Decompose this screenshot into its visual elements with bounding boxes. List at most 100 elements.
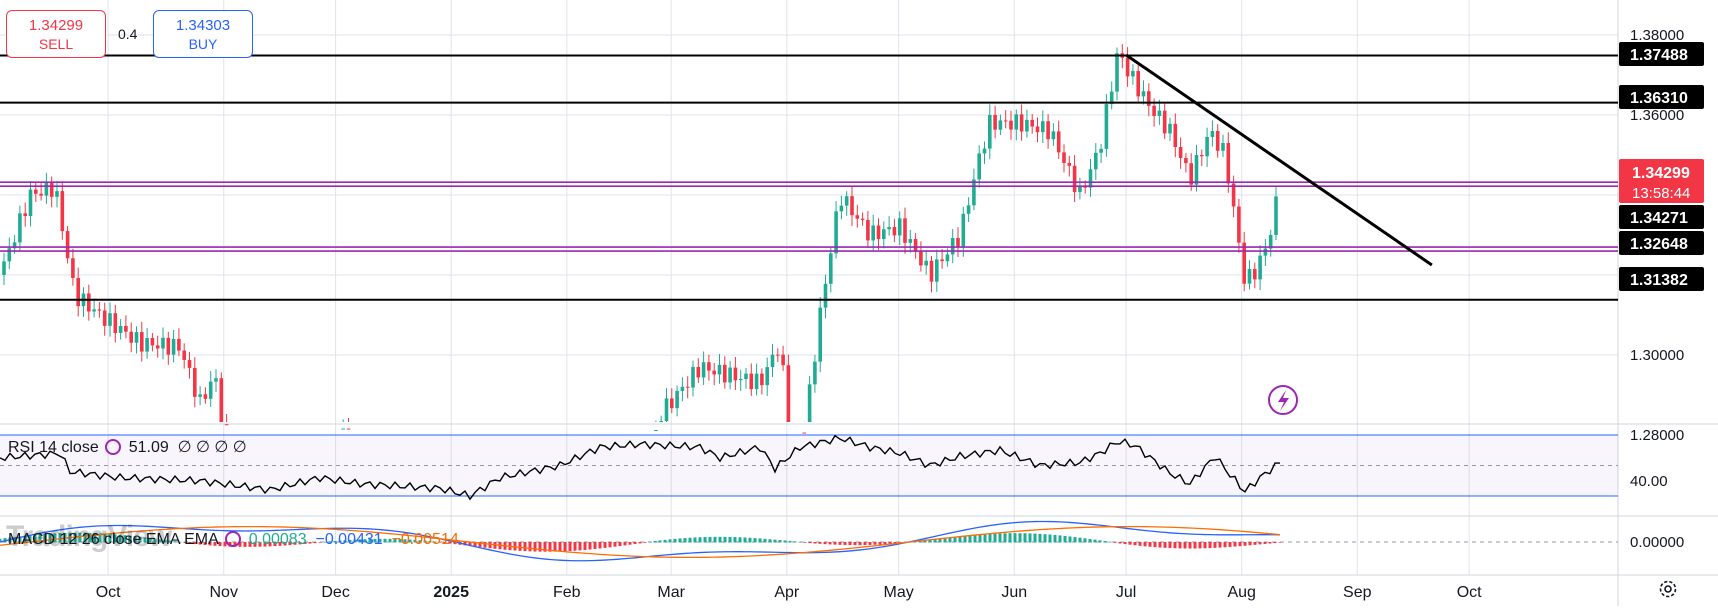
candle-body	[1104, 104, 1109, 149]
macd-histogram-bar	[888, 542, 892, 544]
gear-icon[interactable]	[1657, 578, 1679, 600]
macd-histogram-bar	[668, 539, 672, 543]
horizontal-levels[interactable]	[0, 54, 1618, 301]
time-axis[interactable]: Oct Nov Dec 2025 Feb Mar Apr May Jun Jul Aug Sep Oct	[96, 584, 1482, 601]
macd-line-value: −0.00431	[315, 531, 383, 548]
candle-body	[1274, 196, 1278, 235]
candle-body	[685, 386, 690, 388]
candle-body	[1210, 131, 1215, 137]
candle-body	[1162, 110, 1167, 134]
macd-label: MACD 12 26 close EMA EMA	[8, 531, 219, 548]
macd-histogram-bar	[338, 540, 342, 543]
macd-histogram-bar	[1063, 535, 1067, 543]
macd-histogram-bar	[1078, 537, 1082, 543]
level-price-label[interactable]	[1619, 42, 1704, 66]
trendline[interactable]	[1125, 53, 1433, 267]
macd-histogram-bar	[563, 542, 567, 552]
macd-histogram-bar	[1138, 542, 1142, 546]
macd-histogram-bar	[573, 542, 577, 551]
macd-histogram-bar	[263, 542, 267, 547]
candle-body	[1215, 131, 1220, 151]
macd-histogram-bar	[243, 542, 247, 547]
macd-histogram-bar	[1008, 533, 1012, 543]
candle-body	[982, 148, 987, 154]
buy-label: BUY	[188, 36, 218, 52]
macd-histogram-bar	[763, 538, 767, 543]
macd-histogram-bar	[793, 541, 797, 543]
candle-body	[670, 398, 674, 409]
candle-body	[1184, 158, 1188, 164]
sell-button[interactable]: 1.34299 SELL	[6, 10, 106, 58]
candle-body	[823, 283, 828, 308]
level-price-label[interactable]	[1619, 231, 1704, 255]
macd-histogram-bar	[138, 536, 142, 543]
macd-histogram-bar	[628, 542, 632, 545]
macd-histogram-bar	[678, 538, 682, 543]
macd-histogram-bar	[1088, 538, 1092, 543]
time-axis-label: Oct	[1457, 584, 1482, 601]
candle-body	[1115, 53, 1119, 92]
macd-histogram-bar	[153, 538, 157, 543]
time-axis-label: Sep	[1343, 584, 1372, 601]
macd-histogram-bar	[878, 542, 882, 545]
candle-body	[998, 120, 1003, 130]
macd-histogram-bar	[1213, 542, 1217, 548]
macd-histogram-bar	[1113, 542, 1117, 543]
candle-body	[65, 231, 70, 259]
candle-body	[924, 260, 928, 266]
macd-histogram-bar	[478, 542, 482, 548]
macd-histogram-bar	[1123, 542, 1127, 545]
macd-histogram-bar	[523, 542, 527, 552]
candle-body	[728, 367, 732, 383]
candle-body	[1221, 143, 1225, 151]
candle-body	[701, 362, 706, 378]
current-price-label[interactable]	[1619, 159, 1704, 203]
level-price-label[interactable]	[1619, 205, 1704, 229]
candle-body	[177, 338, 181, 351]
candle-body	[23, 213, 27, 217]
candle-body	[208, 381, 213, 399]
candle-body	[1109, 91, 1114, 105]
price-axis[interactable]: 1.380001.360001.340001.320001.300001.280…	[1619, 27, 1704, 444]
time-axis-label: 2025	[433, 584, 469, 601]
candle-body	[988, 114, 992, 149]
macd-histogram-bar	[203, 542, 207, 545]
candle-body	[908, 239, 913, 243]
candle-body	[749, 373, 754, 390]
macd-histogram-bar	[238, 542, 242, 547]
macd-histogram-bar	[848, 542, 852, 546]
candle-body	[945, 254, 950, 262]
level-price-label[interactable]	[1619, 267, 1704, 291]
macd-histogram-bar	[93, 533, 97, 543]
buy-button[interactable]: 1.34303 BUY	[153, 10, 253, 58]
macd-histogram-bar	[88, 532, 92, 543]
candle-body	[935, 259, 939, 282]
macd-histogram-bar	[1043, 534, 1047, 543]
time-axis-label: Apr	[774, 584, 800, 601]
macd-histogram-bar	[1223, 542, 1227, 548]
cycle-icon[interactable]	[104, 439, 121, 455]
macd-histogram-bar	[783, 540, 787, 543]
trendline-line[interactable]	[1125, 53, 1433, 267]
rsi-legend[interactable]: RSI 14 close 51.09 ∅ ∅ ∅ ∅	[8, 437, 247, 457]
level-price-label[interactable]	[1619, 85, 1704, 109]
candle-body	[155, 345, 160, 349]
candle-body	[733, 367, 738, 381]
macd-histogram-bar	[713, 536, 717, 543]
macd-histogram-bar	[598, 542, 602, 549]
macd-legend[interactable]: MACD 12 26 close EMA EMA 0.00083 −0.00431…	[8, 531, 459, 549]
macd-histogram-bar	[778, 540, 782, 543]
macd-histogram-bar	[223, 542, 227, 547]
cycle-icon[interactable]	[224, 531, 241, 547]
macd-histogram-bar	[418, 540, 422, 543]
macd-histogram-bar	[548, 542, 552, 552]
macd-histogram-bar	[368, 539, 372, 543]
lightning-icon[interactable]	[1268, 385, 1298, 415]
macd-histogram-bar	[453, 542, 457, 545]
macd-histogram-bar	[853, 542, 857, 546]
macd-histogram-bar	[488, 542, 492, 549]
macd-histogram-bar	[1003, 533, 1007, 543]
macd-histogram-bar	[658, 540, 662, 543]
